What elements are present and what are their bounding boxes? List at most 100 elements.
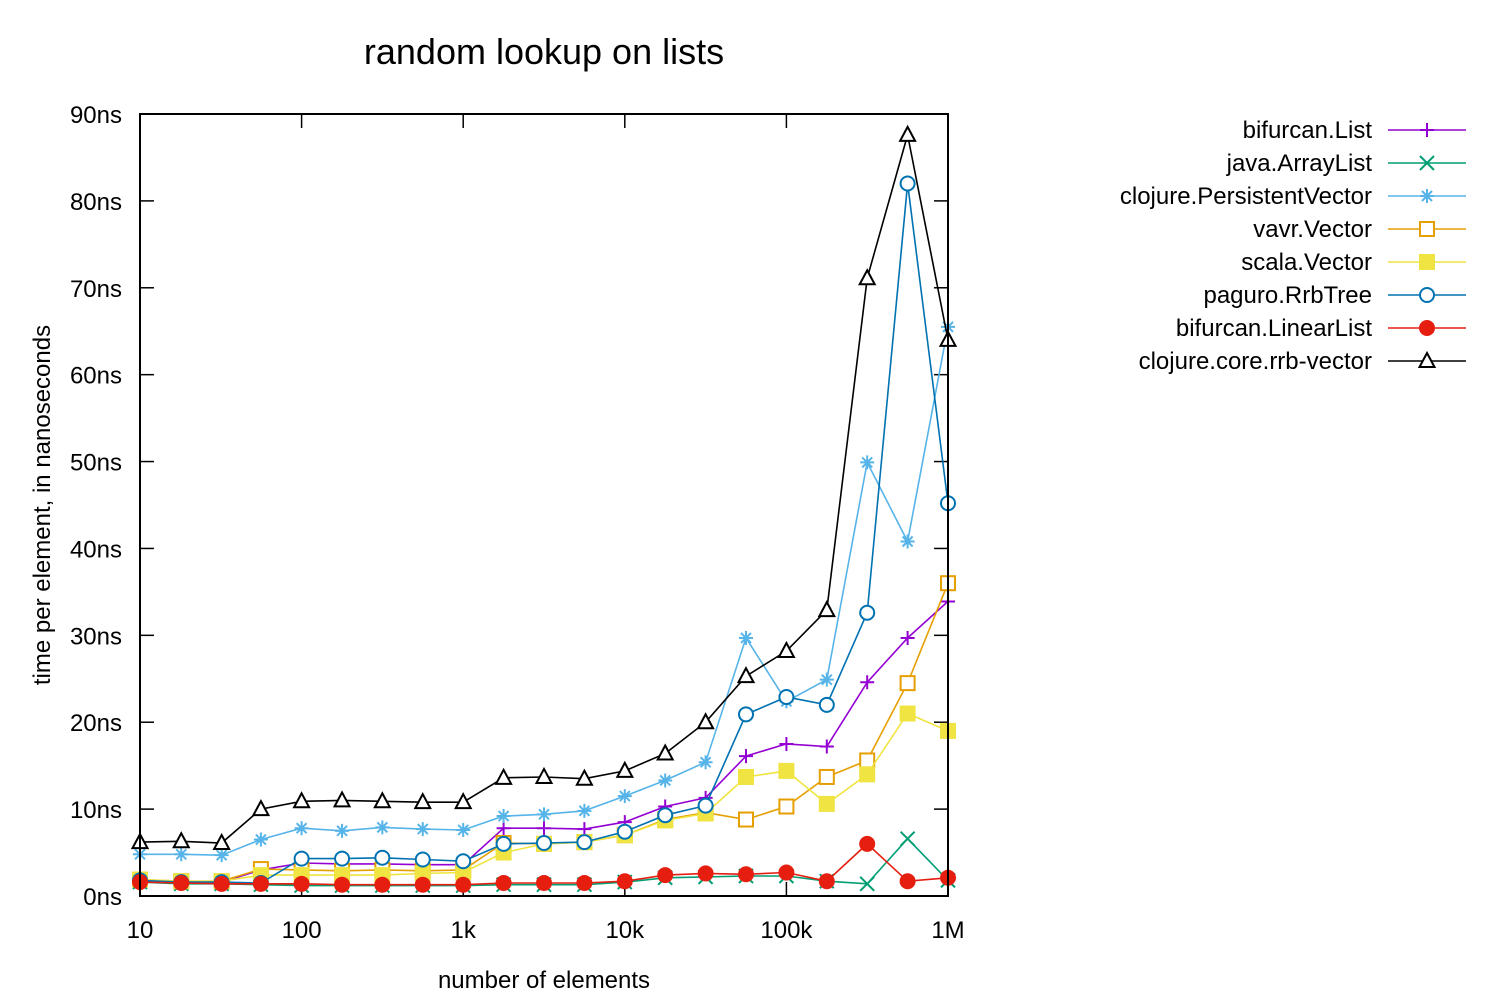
data-point (334, 876, 351, 893)
data-point (778, 864, 795, 881)
data-point (495, 874, 512, 891)
data-point (294, 821, 309, 836)
data-point (616, 823, 633, 840)
data-point (252, 875, 269, 892)
data-point (900, 630, 915, 645)
legend-item: bifurcan.LinearList (1176, 315, 1466, 342)
data-point (737, 811, 754, 828)
data-point (899, 830, 916, 847)
legend-marker (1419, 320, 1435, 336)
data-point (251, 798, 271, 817)
data-point (455, 864, 472, 881)
data-point (818, 795, 835, 812)
data-point (494, 767, 513, 785)
data-point (737, 706, 754, 723)
y-axis-label: time per element, in nanoseconds (29, 325, 56, 685)
legend-marker (1419, 155, 1435, 171)
plot-frame (139, 113, 949, 897)
legend: bifurcan.List java.ArrayList clojure.Persi… (1120, 117, 1466, 375)
data-point (293, 850, 310, 867)
data-point (373, 791, 392, 809)
x-tick-label: 10k (605, 917, 645, 944)
data-point (818, 768, 835, 785)
data-point (174, 847, 189, 862)
data-point (736, 666, 756, 684)
legend-marker (1420, 123, 1434, 137)
x-tick-label: 1M (931, 917, 964, 944)
legend-marker (1419, 221, 1435, 237)
y-tick-label: 70ns (70, 276, 122, 303)
data-point (335, 823, 350, 838)
data-point (657, 807, 674, 824)
data-point (213, 875, 230, 892)
y-tick-label: 50ns (70, 450, 122, 477)
data-point (576, 834, 593, 851)
data-point (617, 789, 632, 804)
data-point (739, 630, 753, 645)
data-point (698, 755, 713, 770)
data-point (819, 672, 834, 687)
data-point (900, 534, 915, 549)
data-point (414, 865, 431, 882)
data-point (859, 752, 876, 769)
chart-title: random lookup on lists (364, 31, 724, 72)
data-point (778, 798, 795, 815)
legend-item: java.ArrayList (1226, 150, 1466, 177)
data-point (413, 792, 432, 810)
data-point (739, 749, 753, 764)
data-point (777, 640, 796, 658)
legend-label: bifurcan.List (1243, 117, 1373, 144)
data-point (456, 822, 471, 837)
data-point (414, 876, 431, 893)
data-point (658, 773, 673, 788)
y-tick-label: 90ns (70, 102, 122, 129)
data-point (898, 124, 917, 142)
data-point (334, 850, 351, 867)
data-point (172, 831, 191, 849)
data-point (779, 736, 794, 751)
x-tick-label: 10 (127, 917, 154, 944)
data-point (415, 822, 430, 837)
y-tick-label: 40ns (70, 536, 122, 563)
data-point (859, 835, 876, 852)
data-point (214, 848, 229, 863)
legend-item: bifurcan.List (1243, 117, 1466, 144)
legend-label: bifurcan.LinearList (1176, 315, 1372, 342)
data-point (536, 807, 551, 822)
legend-item: scala.Vector (1241, 249, 1466, 276)
data-point (212, 832, 231, 850)
legend-label: java.ArrayList (1226, 150, 1373, 177)
data-point (454, 792, 473, 810)
y-tick-label: 30ns (70, 623, 122, 650)
legend-item: clojure.core.rrb-vector (1139, 348, 1466, 375)
data-point (253, 832, 268, 847)
data-point (778, 762, 795, 779)
data-point (293, 875, 310, 892)
data-point (577, 803, 592, 818)
data-point (374, 876, 391, 893)
data-point (375, 820, 390, 835)
y-tick-label: 0ns (83, 884, 122, 911)
legend-item: vavr.Vector (1253, 216, 1466, 243)
data-point (455, 876, 472, 893)
y-tick-label: 10ns (70, 797, 122, 824)
data-point (860, 455, 875, 470)
legend-label: scala.Vector (1241, 249, 1372, 276)
y-tick-label: 80ns (70, 189, 122, 216)
y-tick-label: 60ns (70, 363, 122, 390)
x-axis-label: number of elements (438, 967, 650, 994)
data-point (817, 600, 836, 618)
data-point (615, 760, 634, 778)
data-point (899, 873, 916, 890)
series-layer (130, 124, 958, 894)
data-point (859, 766, 876, 783)
data-point (860, 675, 875, 690)
data-point (616, 873, 633, 890)
data-point (292, 791, 311, 809)
data-point (536, 821, 551, 836)
data-point (656, 743, 675, 761)
data-point (374, 849, 391, 866)
series-clojure.core.rrb-vector (130, 124, 958, 850)
data-point (778, 689, 795, 706)
legend-label: clojure.core.rrb-vector (1139, 348, 1372, 375)
